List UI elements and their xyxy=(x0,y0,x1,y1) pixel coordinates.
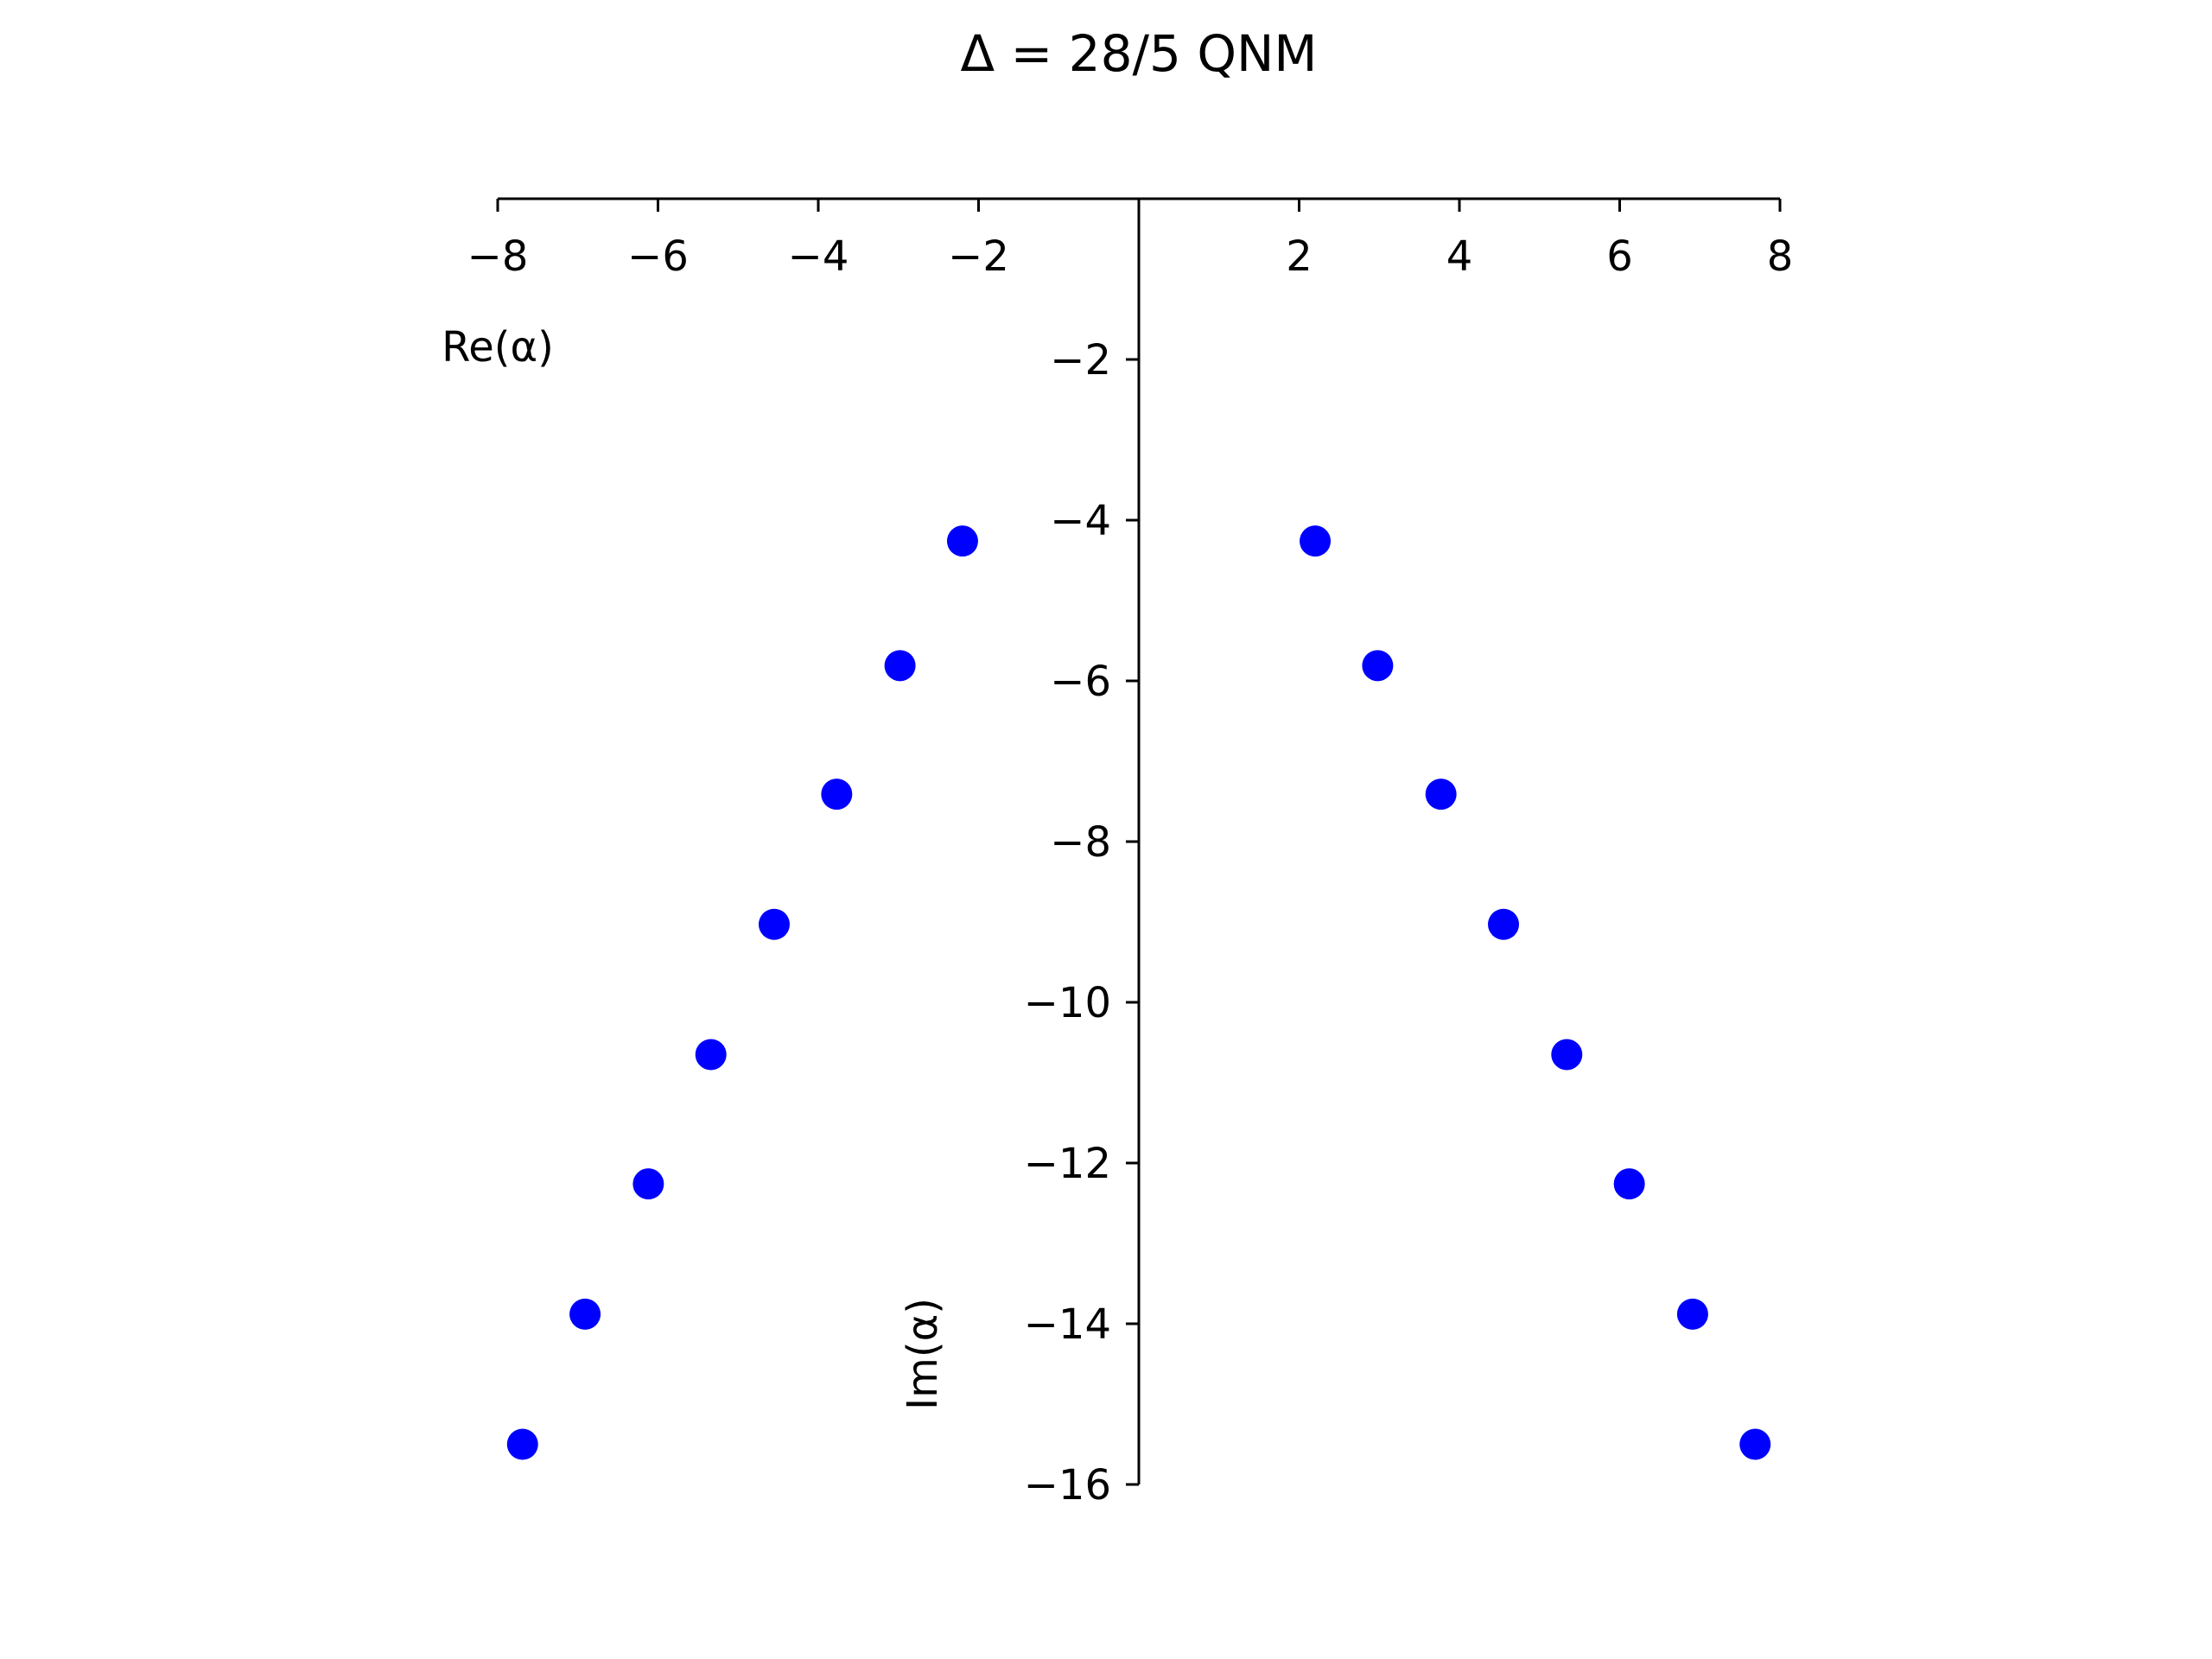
data-point xyxy=(1676,1298,1708,1330)
y-tick-label: −10 xyxy=(1024,979,1111,1027)
data-point xyxy=(695,1039,727,1071)
x-axis-ticks: −8 −6 −4 −2 2 4 6 8 xyxy=(467,199,1794,281)
y-tick-label: −16 xyxy=(1024,1461,1111,1510)
data-point xyxy=(1551,1039,1583,1071)
x-tick-label: −8 xyxy=(467,232,529,281)
x-tick-label: 4 xyxy=(1446,232,1473,281)
data-point xyxy=(1613,1168,1645,1200)
x-axis-label: Re(α) xyxy=(442,323,554,372)
data-point xyxy=(632,1168,664,1200)
data-point xyxy=(884,650,916,682)
y-axis-ticks: −2 −4 −6 −8 −10 −12 −14 −16 xyxy=(1024,336,1139,1510)
y-tick-label: −6 xyxy=(1050,658,1111,706)
x-tick-label: −2 xyxy=(948,232,1009,281)
x-tick-label: −4 xyxy=(788,232,849,281)
x-tick-label: 6 xyxy=(1606,232,1633,281)
data-point xyxy=(506,1428,538,1460)
x-tick-label: 2 xyxy=(1286,232,1313,281)
data-point xyxy=(946,525,978,557)
data-point xyxy=(1488,908,1520,940)
y-tick-label: −14 xyxy=(1024,1300,1111,1349)
chart-title: Δ = 28/5 QNM xyxy=(961,24,1318,83)
y-axis-label: Im(α) xyxy=(899,1298,947,1410)
y-tick-label: −4 xyxy=(1050,497,1111,545)
data-point xyxy=(1300,525,1332,557)
data-point xyxy=(1362,650,1394,682)
y-tick-label: −2 xyxy=(1050,336,1111,385)
x-tick-label: −6 xyxy=(627,232,689,281)
data-point xyxy=(1739,1428,1771,1460)
y-tick-label: −8 xyxy=(1050,818,1111,867)
data-points xyxy=(506,525,1771,1460)
data-point xyxy=(758,908,790,940)
data-point xyxy=(569,1298,601,1330)
data-point xyxy=(821,779,853,810)
data-point xyxy=(1425,779,1457,810)
y-tick-label: −12 xyxy=(1024,1140,1111,1188)
x-tick-label: 8 xyxy=(1767,232,1794,281)
